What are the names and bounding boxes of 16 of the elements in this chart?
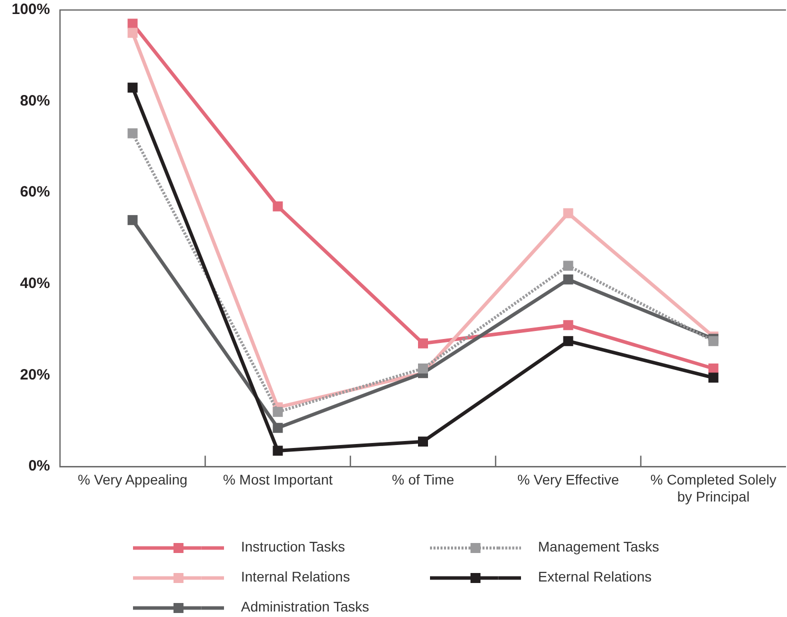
x-tick-label: % Most Important <box>222 472 333 488</box>
y-tick-label: 0% <box>28 458 50 475</box>
legend-label: Internal Relations <box>241 568 350 585</box>
x-tick-label: % Completed Solely by Principal <box>650 472 776 505</box>
legend-label: External Relations <box>538 568 652 585</box>
legend-label: Administration Tasks <box>241 598 370 615</box>
y-tick-label: 100% <box>12 0 50 18</box>
y-tick-label: 80% <box>20 92 50 110</box>
x-tick-label: % Very Appealing <box>78 472 188 488</box>
x-tick-label: % Very Effective <box>517 472 620 488</box>
y-tick-label: 40% <box>20 274 50 292</box>
legend-label: Management Tasks <box>538 538 660 555</box>
legend-label: Instruction Tasks <box>241 538 346 555</box>
y-tick-label: 20% <box>20 366 50 384</box>
x-tick-label: % of Time <box>392 472 454 488</box>
y-tick-label: 60% <box>20 184 50 201</box>
